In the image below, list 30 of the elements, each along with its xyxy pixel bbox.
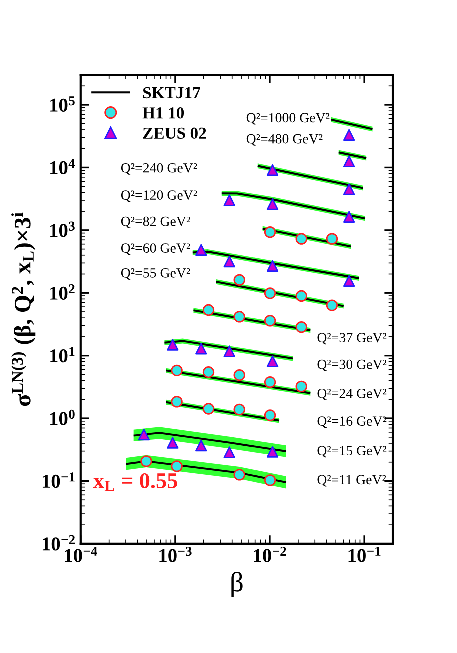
annotation: Q²=480 GeV² <box>246 134 323 146</box>
annotation: Q²=120 GeV² <box>121 190 198 202</box>
legend-label: SKTJ17 <box>143 87 200 99</box>
x-tick-label: 10$^{−4}$ <box>65 546 98 562</box>
annotation: Q²=24 GeV² <box>318 388 387 400</box>
annotation: Q²=15 GeV² <box>318 446 387 458</box>
y-tick-label: 10$^{5}$ <box>50 96 75 112</box>
annotation: Q²=60 GeV² <box>121 244 190 256</box>
annotation: Q²=37 GeV² <box>318 333 387 345</box>
y-axis-title: σ$^{LN(3)}$ (β, Q$^{2}$, x$_{L}$)×3$^{i}$ <box>12 212 36 406</box>
annotation: Q²=82 GeV² <box>121 216 190 228</box>
y-tick-label: 10$^{4}$ <box>50 159 76 175</box>
y-tick-label: 10$^{2}$ <box>50 284 75 300</box>
annotation: x$_{L}$ = 0.55 <box>93 473 178 492</box>
annotation: Q²=55 GeV² <box>121 268 190 280</box>
legend-label: H1 10 <box>142 108 184 119</box>
annotation: Q²=30 GeV² <box>318 360 387 372</box>
legend-label: ZEUS 02 <box>143 128 206 140</box>
y-tick-label: 10$^{0}$ <box>50 410 75 426</box>
y-tick-label: 10$^{3}$ <box>50 222 75 238</box>
y-tick-label: 10$^{−1}$ <box>42 472 75 488</box>
x-tick-label: 10$^{−2}$ <box>254 546 286 562</box>
annotation: Q²=11 GeV² <box>318 475 386 487</box>
x-axis-title: β <box>232 572 243 598</box>
x-tick-label: 10$^{−1}$ <box>348 546 381 562</box>
annotation: Q²=1000 GeV² <box>246 113 330 125</box>
y-tick-label: 10$^{1}$ <box>50 347 75 363</box>
annotation: Q²=16 GeV² <box>318 416 387 428</box>
x-tick-label: 10$^{−3}$ <box>160 546 192 562</box>
annotation: Q²=240 GeV² <box>121 163 198 175</box>
